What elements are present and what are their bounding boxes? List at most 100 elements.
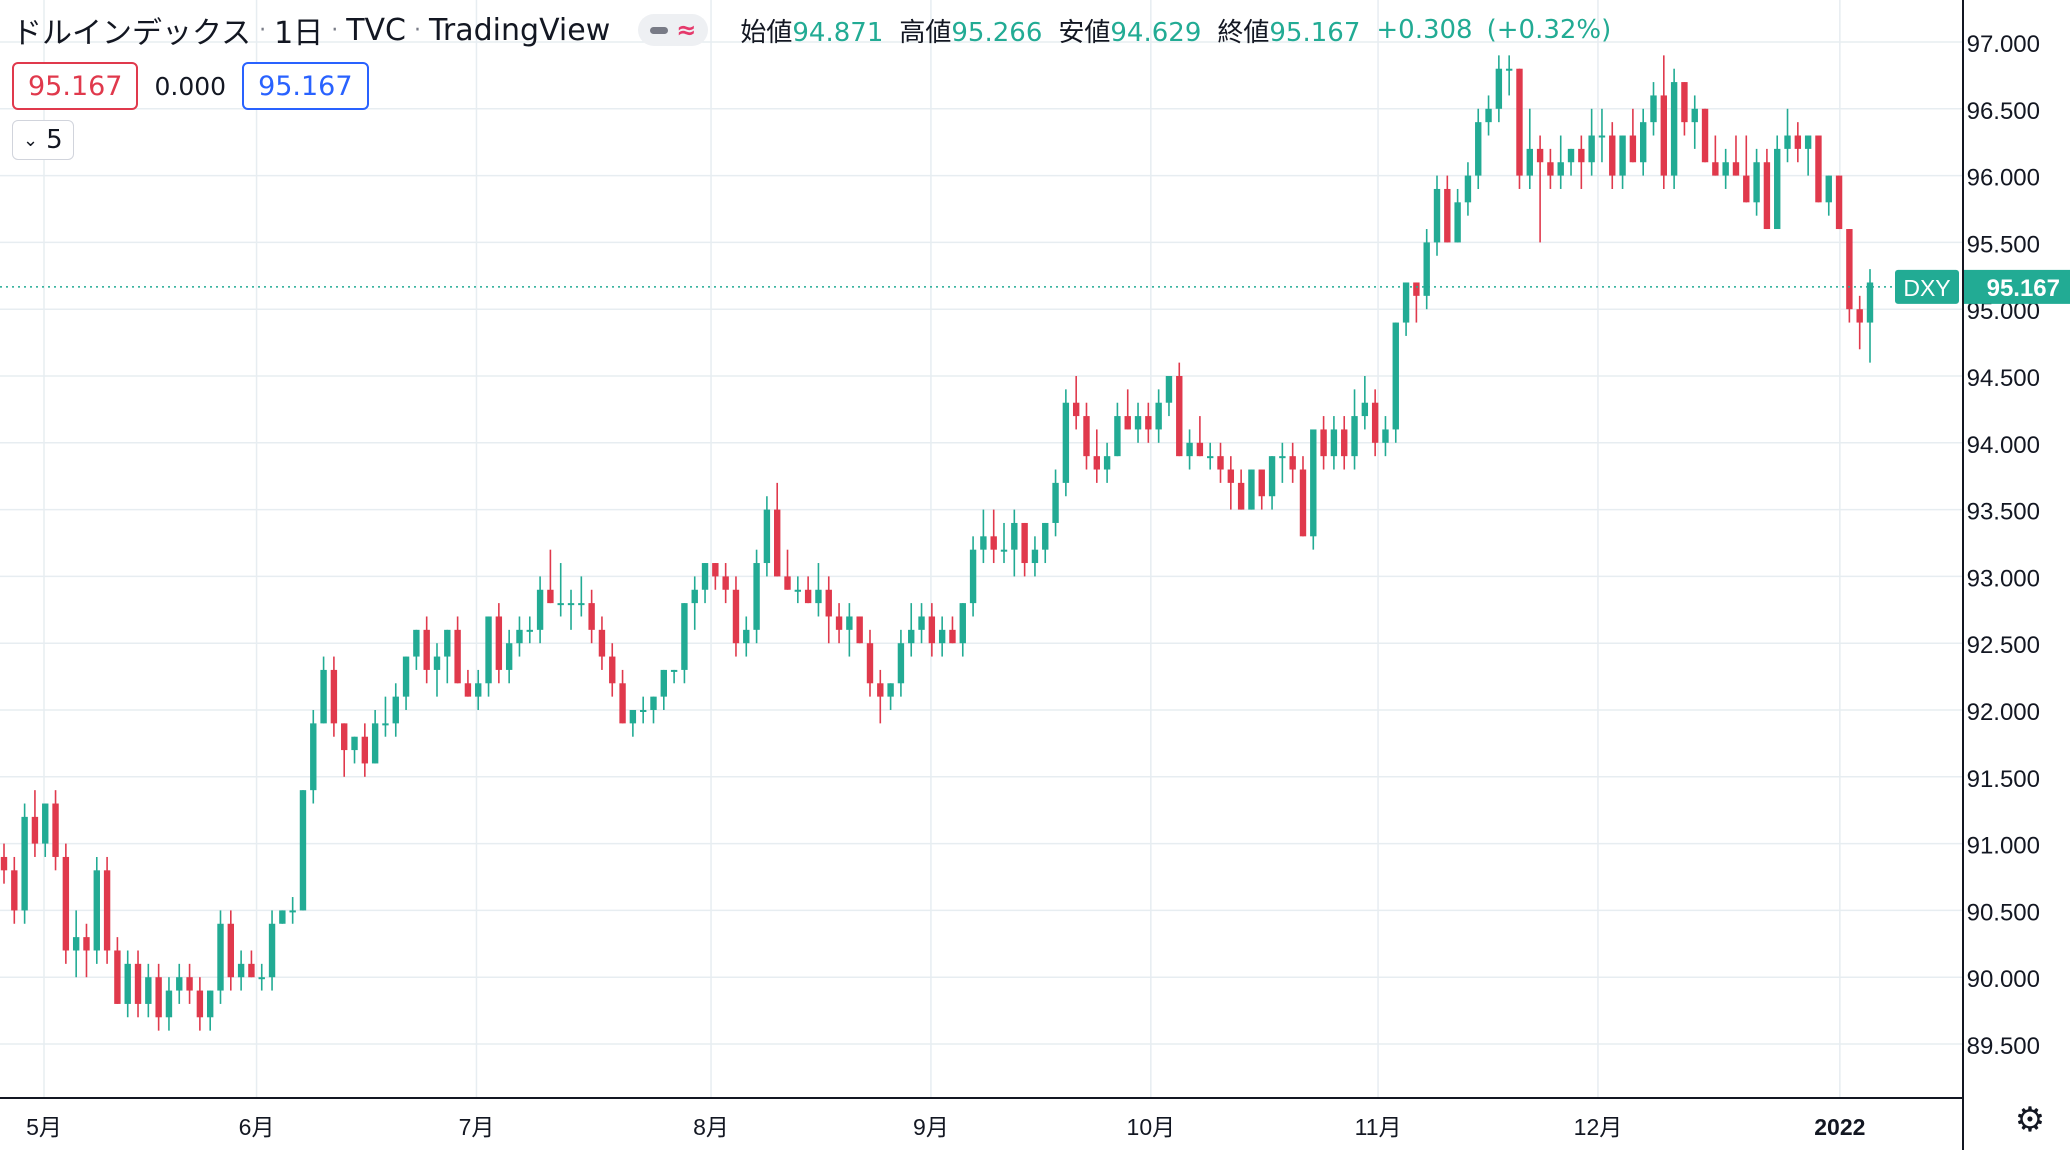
candle (1176, 362, 1183, 457)
interval-label[interactable]: 1日 (274, 16, 324, 51)
candle (382, 696, 389, 737)
candle-body (1083, 416, 1090, 457)
candle-body (299, 790, 307, 911)
candle-body (1722, 162, 1729, 176)
candle-body (670, 669, 678, 672)
candle (887, 683, 894, 710)
candle (619, 669, 626, 724)
candle-body (1423, 242, 1430, 296)
time-tick-label: 6月 (239, 1114, 275, 1140)
last-price-label-value: 95.167 (1987, 275, 2060, 302)
indicators-toggle[interactable]: ⌄ 5 (12, 120, 74, 160)
candle-body (1052, 482, 1059, 523)
candle-body (1475, 122, 1482, 176)
candle (1866, 269, 1874, 363)
candle-body (1464, 175, 1472, 203)
candle-body (1701, 108, 1709, 163)
last-price-label: 95.167 (1964, 269, 2070, 304)
candle-body (11, 870, 18, 911)
trade-panel: 95.167 0.000 95.167 (12, 62, 369, 110)
candle (485, 616, 492, 697)
candle (846, 603, 853, 657)
candle-body (351, 736, 358, 751)
candle (691, 576, 698, 630)
symbol-legend: ドルインデックス · 1日 · TVC · TradingView ≈ 始値94… (12, 8, 1625, 52)
chevron-down-icon: ⌄ (23, 129, 39, 151)
candle-body (1732, 162, 1740, 176)
change-percent: (+0.32%) (1486, 15, 1612, 45)
candle (1815, 135, 1822, 203)
candle (1279, 442, 1286, 483)
candle (1268, 456, 1276, 510)
candle-body (1536, 148, 1544, 163)
sell-button[interactable]: 95.167 (12, 62, 139, 110)
chart-style-pill[interactable]: ≈ (638, 14, 709, 46)
candle (1299, 456, 1307, 537)
price-tick-label: 91.500 (1967, 766, 2040, 793)
time-tick-label: 8月 (693, 1114, 729, 1140)
time-axis[interactable]: 5月 6月 7月 8月 9月 10月 11月 12月 2022 (26, 1114, 1865, 1140)
candle-body (444, 629, 451, 657)
candle (1804, 135, 1812, 176)
candle (1743, 135, 1750, 203)
candle (1413, 282, 1420, 323)
candle-body (62, 856, 70, 951)
candle (1763, 148, 1771, 230)
candle (21, 803, 28, 924)
candle-body (1485, 108, 1492, 123)
candle (413, 629, 420, 670)
candle (258, 963, 265, 991)
candle-body (1784, 135, 1791, 149)
candle-body (1639, 122, 1647, 163)
candle (114, 937, 121, 1004)
candle-body (1186, 442, 1193, 457)
price-axis[interactable]: 89.500 90.000 90.500 91.000 91.500 92.000 92.5… (1967, 31, 2040, 1060)
time-tick-label: 2022 (1814, 1114, 1865, 1140)
candle-body (1774, 148, 1781, 230)
low-value: 安値94.629 (1058, 12, 1201, 49)
candle (62, 843, 70, 964)
gear-icon[interactable]: ⚙ (2014, 1100, 2046, 1140)
candle-body (155, 977, 162, 1018)
candle-body (980, 536, 987, 550)
low-number: 94.629 (1110, 17, 1202, 48)
candle (1258, 469, 1265, 510)
candle (165, 977, 173, 1031)
candle (176, 963, 183, 1004)
candle (444, 629, 451, 684)
candle-body (42, 803, 49, 844)
candle (547, 549, 554, 604)
candle-body (289, 910, 296, 913)
separator-dot: · (331, 17, 339, 43)
candle-body (1815, 135, 1822, 203)
candle-body (681, 603, 688, 670)
candle-body (1650, 95, 1657, 123)
candle (557, 563, 564, 617)
candle (145, 963, 152, 1018)
candle (1712, 135, 1719, 176)
candle-body (1248, 469, 1255, 510)
symbol-name[interactable]: ドルインデックス (12, 16, 252, 51)
candle-body (279, 910, 286, 924)
time-tick-label: 12月 (1574, 1114, 1623, 1140)
candle (1402, 282, 1410, 336)
symbol-tag-bg (1895, 269, 1959, 304)
buy-button[interactable]: 95.167 (242, 62, 369, 110)
candle (1495, 55, 1503, 123)
candle-body (516, 629, 523, 644)
candle (815, 563, 822, 617)
candle (1000, 522, 1008, 564)
candle-body (206, 990, 214, 1018)
time-tick-label: 9月 (913, 1114, 949, 1140)
candle (155, 963, 162, 1031)
candle-body (83, 937, 90, 951)
candle (1021, 522, 1028, 577)
candle (598, 616, 606, 670)
candle (1083, 402, 1090, 470)
candle-body (1062, 402, 1070, 483)
line-style-icon (650, 26, 669, 34)
price-tick-label: 92.500 (1967, 632, 2040, 659)
candle (866, 629, 874, 697)
candle-body (134, 963, 142, 1004)
